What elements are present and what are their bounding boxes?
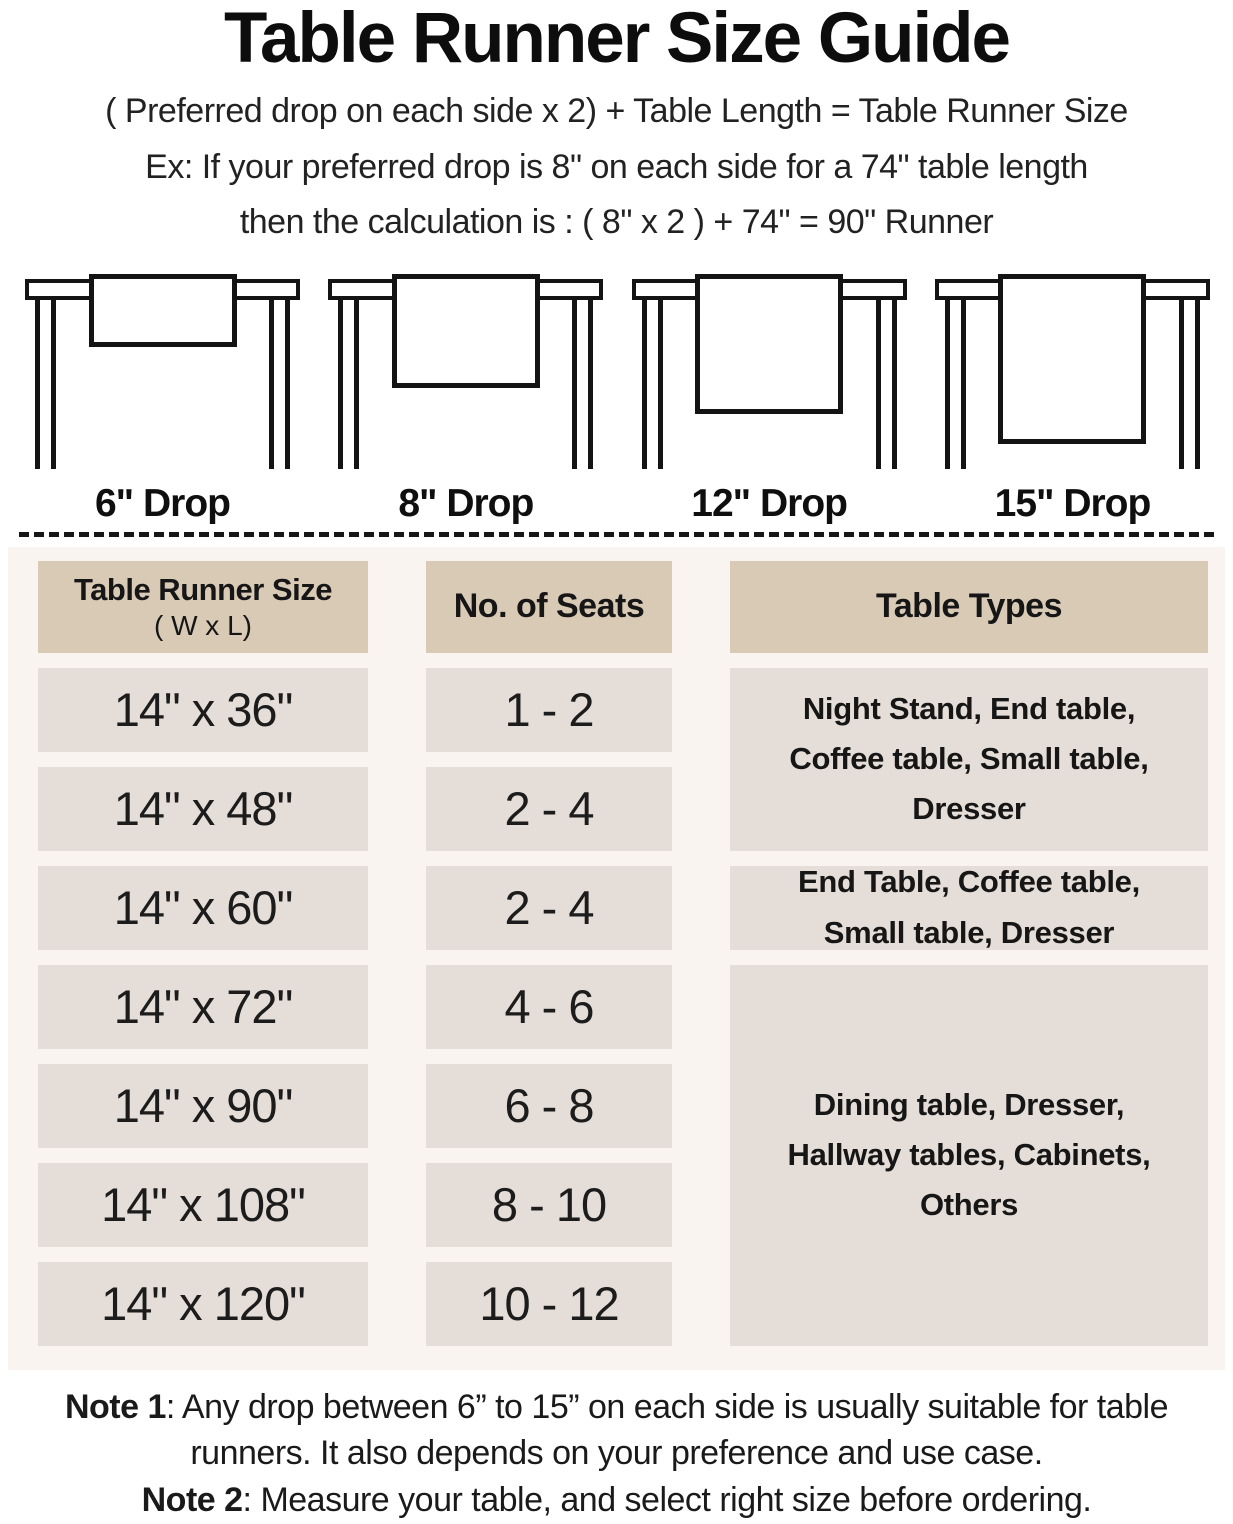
- table-diagram-8in-drop: [318, 264, 613, 474]
- seats-cell: 2 - 4: [426, 766, 672, 851]
- column-header-runner-size: Table Runner Size ( W x L): [38, 560, 368, 653]
- table-leg: [338, 299, 360, 469]
- note-1: Note 1: Any drop between 6” to 15” on ea…: [12, 1384, 1222, 1478]
- column-header-table-types: Table Types: [730, 560, 1208, 653]
- drop-label-8in: 8" Drop: [398, 481, 534, 525]
- size-cell: 14" x 36": [38, 667, 368, 752]
- size-guide-table-section: Table Runner Size ( W x L) No. of Seats …: [8, 546, 1225, 1370]
- table-diagram-12in-drop: [622, 264, 917, 474]
- note-2-label: Note 2: [141, 1481, 243, 1520]
- size-value: 14" x 60": [113, 881, 294, 935]
- example-line-1: Ex: If your preferred drop is 8" on each…: [145, 147, 1088, 186]
- seats-value: 2 - 4: [504, 782, 594, 836]
- seats-cell: 2 - 4: [426, 865, 672, 950]
- size-guide-table: Table Runner Size ( W x L) No. of Seats …: [38, 560, 1225, 1346]
- column-header-title: Table Types: [876, 587, 1062, 626]
- table-types-value: Night Stand, End table, Coffee table, Sm…: [789, 690, 1149, 827]
- formula-line: ( Preferred drop on each side x 2) + Tab…: [105, 91, 1128, 130]
- seats-value: 6 - 8: [504, 1079, 594, 1133]
- seats-cell: 4 - 6: [426, 964, 672, 1049]
- size-value: 14" x 90": [113, 1079, 294, 1133]
- table-leg: [35, 299, 56, 469]
- page-title: Table Runner Size Guide: [223, 0, 1011, 78]
- column-header-seats: No. of Seats: [426, 560, 672, 653]
- seats-cell: 10 - 12: [426, 1261, 672, 1346]
- seats-value: 10 - 12: [479, 1277, 619, 1331]
- runner-shape: [695, 273, 844, 414]
- table-types-value: Dining table, Dresser, Hallway tables, C…: [787, 1086, 1151, 1223]
- seats-value: 2 - 4: [504, 881, 594, 935]
- table-leg: [572, 299, 594, 469]
- dashed-divider: [19, 531, 1214, 537]
- table-types-cell: Night Stand, End table, Coffee table, Sm…: [730, 667, 1208, 851]
- note-2-text: : Measure your table, and select right s…: [242, 1481, 1092, 1520]
- size-cell: 14" x 108": [38, 1162, 368, 1247]
- seats-value: 1 - 2: [504, 683, 594, 737]
- column-header-title: Table Runner Size: [74, 571, 332, 607]
- table-types-cell: End Table, Coffee table, Small table, Dr…: [730, 864, 1208, 950]
- size-cell: 14" x 72": [38, 964, 368, 1049]
- size-value: 14" x 72": [113, 980, 294, 1034]
- table-leg: [944, 299, 966, 469]
- runner-shape: [88, 273, 237, 347]
- runner-shape: [998, 273, 1147, 444]
- column-header-title: No. of Seats: [453, 587, 645, 626]
- notes-block: Note 1: Any drop between 6” to 15” on ea…: [12, 1384, 1222, 1524]
- size-value: 14" x 48": [113, 782, 294, 836]
- table-diagram-6in-drop: [15, 264, 310, 474]
- seats-value: 4 - 6: [504, 980, 594, 1034]
- table-diagram-15in-drop: [925, 264, 1220, 474]
- size-cell: 14" x 90": [38, 1063, 368, 1148]
- seats-cell: 6 - 8: [426, 1063, 672, 1148]
- table-leg: [641, 299, 663, 469]
- size-cell: 14" x 120": [38, 1261, 368, 1346]
- seats-cell: 8 - 10: [426, 1162, 672, 1247]
- column-header-subtitle: ( W x L): [154, 609, 252, 641]
- size-value: 14" x 36": [113, 683, 294, 737]
- note-1-label: Note 1: [64, 1387, 166, 1426]
- seats-value: 8 - 10: [491, 1178, 607, 1232]
- table-types-cell: Dining table, Dresser, Hallway tables, C…: [730, 964, 1208, 1346]
- header-block: Table Runner Size Guide ( Preferred drop…: [0, 0, 1233, 242]
- size-cell: 14" x 48": [38, 766, 368, 851]
- example-line-2: then the calculation is : ( 8" x 2 ) + 7…: [239, 202, 994, 241]
- size-cell: 14" x 60": [38, 865, 368, 950]
- note-1-text: : Any drop between 6” to 15” on each sid…: [165, 1387, 1169, 1473]
- size-value: 14" x 108": [101, 1178, 306, 1232]
- table-types-value: End Table, Coffee table, Small table, Dr…: [798, 864, 1140, 950]
- table-leg: [1178, 299, 1200, 469]
- table-leg: [875, 299, 897, 469]
- drop-labels-row: 6" Drop 8" Drop 12" Drop 15" Drop: [15, 482, 1220, 526]
- drop-diagrams: [15, 264, 1220, 474]
- size-value: 14" x 120": [101, 1277, 306, 1331]
- seats-cell: 1 - 2: [426, 667, 672, 752]
- drop-label-12in: 12" Drop: [691, 481, 848, 525]
- table-leg: [269, 299, 290, 469]
- drop-label-15in: 15" Drop: [994, 481, 1152, 525]
- note-2: Note 2: Measure your table, and select r…: [12, 1477, 1222, 1524]
- drop-label-6in: 6" Drop: [94, 481, 231, 525]
- runner-shape: [391, 273, 540, 388]
